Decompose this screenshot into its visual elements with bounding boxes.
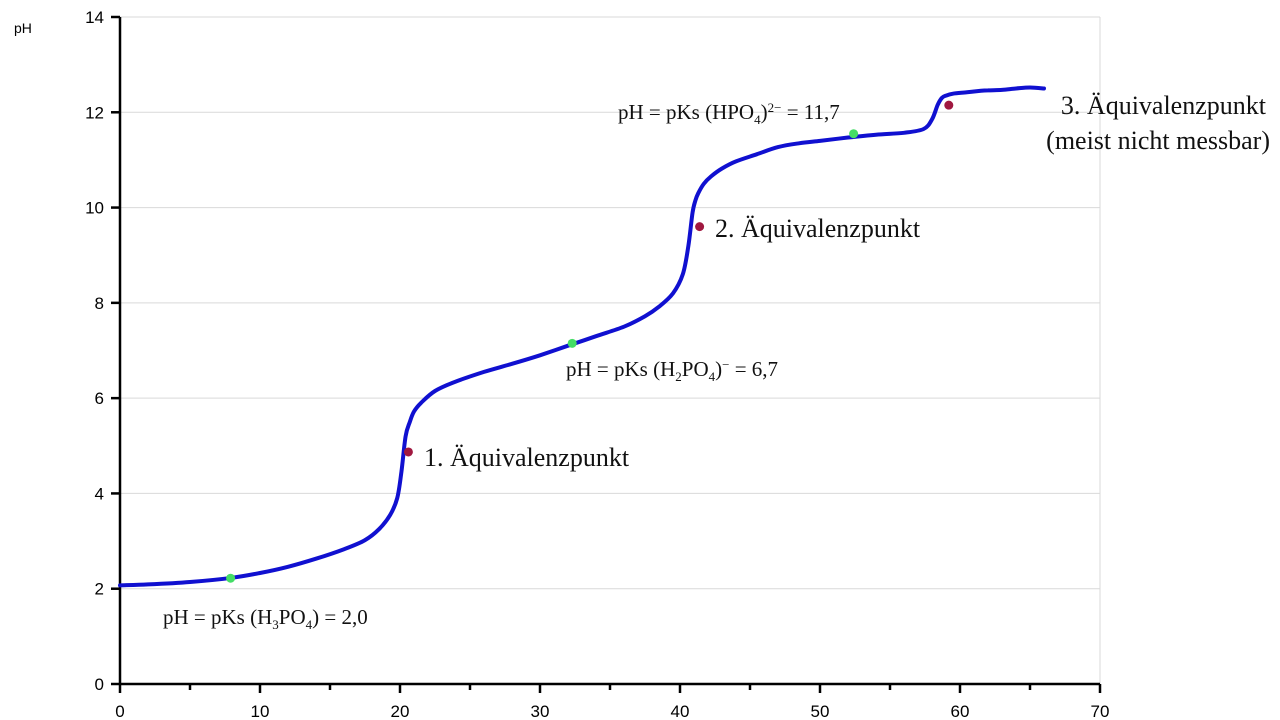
marker-point-3 bbox=[849, 129, 859, 139]
grid-lines bbox=[120, 16, 1101, 684]
y-tick-label: 6 bbox=[95, 389, 104, 408]
annotation-eq3-line2: (meist nicht messbar) bbox=[1046, 126, 1270, 155]
marker-points bbox=[226, 100, 954, 583]
x-tick-label: 30 bbox=[531, 702, 550, 720]
marker-point-5 bbox=[695, 222, 705, 232]
y-tick-label: 12 bbox=[85, 103, 104, 122]
y-tick-label: 4 bbox=[95, 484, 104, 503]
x-tick-label: 50 bbox=[811, 702, 830, 720]
x-tick-label: 40 bbox=[671, 702, 690, 720]
y-tick-label: 0 bbox=[95, 675, 104, 694]
y-axis-label: pH bbox=[14, 20, 32, 36]
y-tick-label: 10 bbox=[85, 199, 104, 218]
x-tick-label: 20 bbox=[391, 702, 410, 720]
annotation-pks1: pH = pKs (H3PO4) = 2,0 bbox=[163, 605, 368, 632]
y-tick-label: 8 bbox=[95, 294, 104, 313]
x-tick-label: 0 bbox=[115, 702, 124, 720]
x-tick-label: 70 bbox=[1091, 702, 1110, 720]
annotation-pks3: pH = pKs (HPO4)2− = 11,7 bbox=[618, 100, 840, 127]
marker-point-6 bbox=[944, 100, 954, 110]
annotation-eq3-line1: 3. Äquivalenzpunkt bbox=[1061, 91, 1267, 120]
annotation-eq1: 1. Äquivalenzpunkt bbox=[424, 443, 630, 472]
annotation-eq2: 2. Äquivalenzpunkt bbox=[715, 214, 921, 243]
marker-point-1 bbox=[226, 573, 236, 583]
x-ticks: 0 10 20 30 40 50 60 70 bbox=[115, 684, 1109, 720]
x-tick-label: 10 bbox=[251, 702, 270, 720]
y-tick-label: 2 bbox=[95, 580, 104, 599]
axes bbox=[118, 17, 1100, 686]
y-ticks: 0 2 4 6 8 10 12 14 bbox=[85, 8, 120, 694]
annotation-pks2: pH = pKs (H2PO4)− = 6,7 bbox=[566, 357, 778, 384]
marker-point-4 bbox=[403, 447, 413, 457]
y-tick-label: 14 bbox=[85, 8, 104, 27]
marker-point-2 bbox=[567, 338, 577, 348]
x-tick-label: 60 bbox=[951, 702, 970, 720]
titration-curve bbox=[118, 85, 1046, 588]
